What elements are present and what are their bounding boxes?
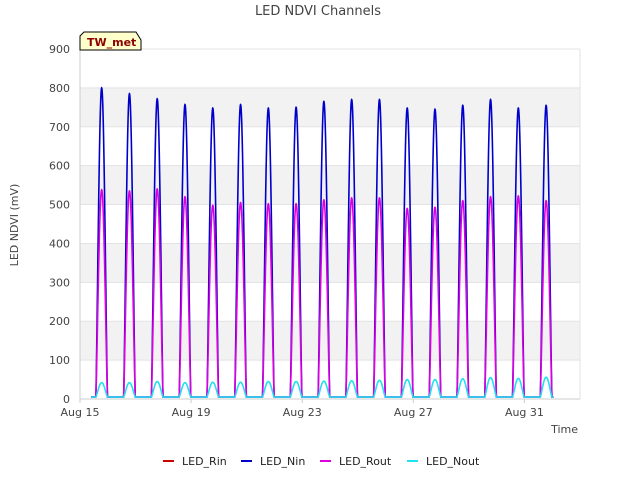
x-axis-label: Time: [550, 423, 578, 436]
plot-band: [80, 165, 580, 205]
axes: [79, 49, 581, 400]
legend: LED_Rin LED_Nin LED_Rout LED_Nout: [163, 455, 480, 468]
x-tick-label: Aug 31: [505, 406, 544, 419]
x-tick-label: Aug 15: [61, 406, 100, 419]
plot-background: [80, 49, 580, 399]
y-tick-label: 0: [63, 393, 70, 406]
legend-label: LED_Rin: [182, 455, 227, 468]
chart-title: LED NDVI Channels: [255, 4, 381, 19]
y-tick-label: 100: [49, 354, 70, 367]
annotation-badge-shape: [79, 31, 142, 51]
y-tick-label: 400: [49, 237, 70, 250]
annotation-badge: TW_met: [79, 31, 142, 51]
series-line-led-nout: [91, 376, 554, 398]
y-tick-labels: 0 100 200 300 400 500 600 700 800 900: [49, 43, 70, 406]
x-tick-label: Aug 19: [172, 406, 211, 419]
plot-band: [80, 243, 580, 283]
x-tick-label: Aug 23: [283, 406, 322, 419]
y-tick-label: 700: [49, 121, 70, 134]
y-tick-label: 600: [49, 160, 70, 173]
legend-label: LED_Rout: [339, 455, 392, 468]
legend-label: LED_Nin: [260, 455, 305, 468]
y-tick-label: 200: [49, 315, 70, 328]
y-tick-label: 800: [49, 82, 70, 95]
x-tick-labels: Aug 15 Aug 19 Aug 23 Aug 27 Aug 31: [61, 399, 544, 419]
annotation-text: TW_met: [87, 36, 136, 49]
y-tick-label: 900: [49, 43, 70, 56]
y-axis-label: LED NDVI (mV): [8, 184, 21, 267]
legend-label: LED_Nout: [426, 455, 480, 468]
plot-band: [80, 321, 580, 361]
x-tick-label: Aug 27: [394, 406, 433, 419]
y-tick-label: 500: [49, 199, 70, 212]
grid: [80, 48, 580, 400]
plot-band: [80, 87, 580, 127]
y-tick-label: 300: [49, 276, 70, 289]
series-lines: [91, 86, 554, 398]
